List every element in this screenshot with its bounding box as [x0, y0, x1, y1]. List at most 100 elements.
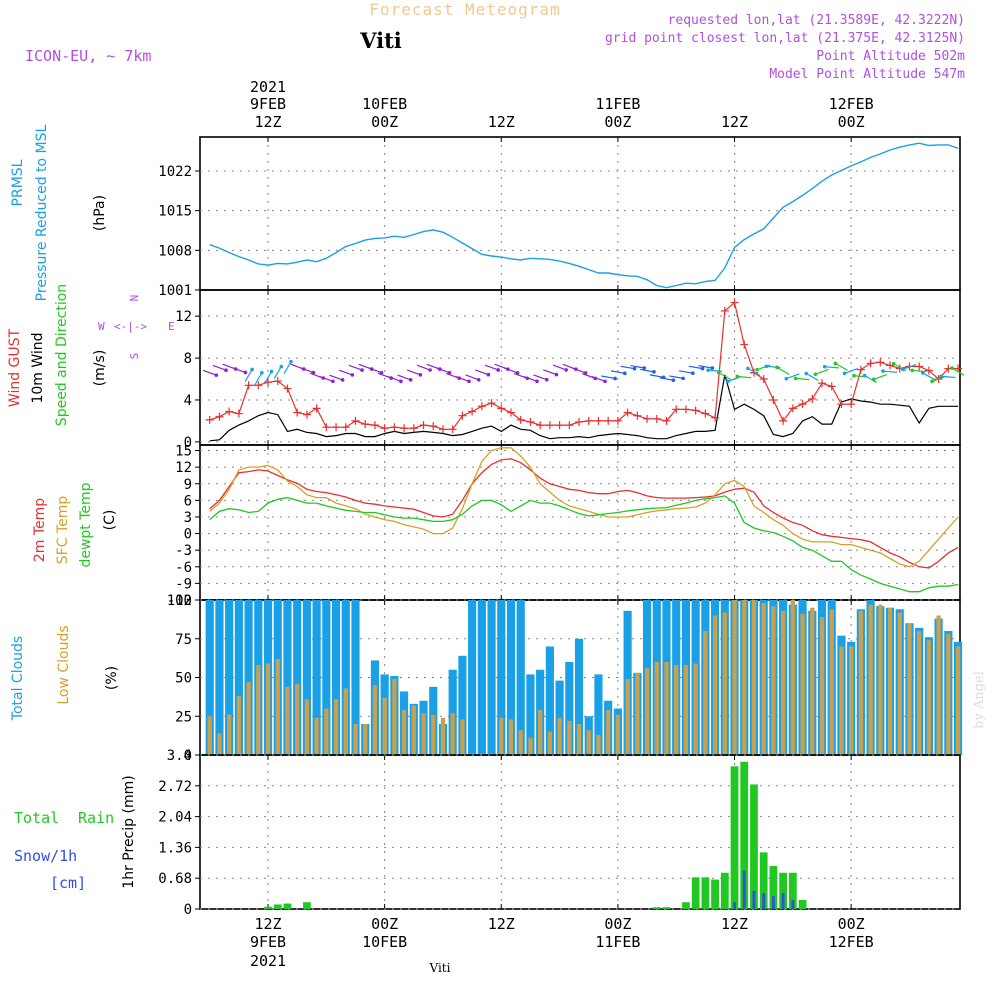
total-cloud-bar [448, 669, 457, 755]
wind-arrow-head [930, 379, 934, 384]
y-tick-label: 0 [184, 748, 192, 764]
temp-2m-label: 2m Temp [32, 498, 48, 562]
low-cloud-bar [499, 717, 504, 755]
y-tick-label: 0 [184, 902, 192, 918]
wind-direction-arrow [254, 372, 263, 386]
gust-marker [244, 381, 253, 390]
wind-arrow-head [360, 368, 364, 372]
wind-arrow-head [243, 370, 248, 375]
gust-marker [575, 417, 584, 426]
gust-marker [604, 416, 613, 425]
precip-rain-label: Rain [78, 809, 114, 827]
y-tick-label: 25 [175, 709, 192, 725]
temp-dewpt-label: dewpt Temp [78, 482, 94, 567]
wind-arrow-head [269, 369, 274, 374]
model-label: ICON-EU, ~ 7km [25, 47, 151, 65]
wind-arrow-head [583, 371, 588, 375]
gust-marker [215, 412, 224, 421]
gust-marker [487, 399, 496, 408]
rain-bar [730, 766, 739, 909]
total-clouds-label: Total Clouds [10, 636, 26, 721]
y-tick-label: 1015 [158, 204, 192, 220]
y-tick-label: -12 [167, 593, 192, 609]
wind-arrow-head [726, 379, 730, 384]
wind-direction-arrow [455, 375, 470, 382]
snow-bar [752, 890, 756, 909]
wind-direction-arrow [795, 377, 810, 381]
bottom-hour-label: 12Z [488, 915, 515, 933]
wind-arrow-head [311, 370, 316, 375]
wind-arrow-head [710, 366, 715, 370]
rain-bar [788, 872, 797, 909]
gust-marker [351, 416, 360, 425]
low-cloud-bar [538, 710, 543, 755]
bottom-date-label: 10FEB [362, 933, 407, 951]
gust-marker [254, 381, 263, 390]
top-hour-label: 12Z [254, 113, 281, 131]
panel-frame [199, 754, 961, 910]
snow-bar [742, 870, 746, 909]
rain-bar [740, 761, 749, 909]
total-cloud-bar [293, 600, 302, 755]
gust-marker [740, 340, 749, 349]
wind-arrow-head [289, 359, 293, 364]
wind-direction-arrow [543, 369, 557, 376]
wind-direction-arrow [368, 367, 382, 374]
wind-direction-arrow [640, 368, 655, 373]
wind-direction-arrow [244, 369, 253, 382]
precip-total-label: Total [14, 809, 59, 827]
wind-direction-arrow [407, 369, 421, 376]
wind-direction-arrow [264, 371, 273, 384]
gust-marker [400, 424, 409, 433]
wind-direction-arrow [329, 374, 343, 381]
low-cloud-bar [849, 646, 854, 755]
wind-arrow-head [939, 374, 944, 379]
y-tick-label: 12 [175, 309, 192, 325]
wind-direction-arrow [202, 369, 217, 376]
wind-arrow-head [476, 377, 481, 382]
wind-direction-arrow [912, 369, 927, 373]
total-cloud-bar [331, 600, 341, 755]
gust-marker [438, 425, 447, 434]
rain-bar [701, 877, 710, 909]
wind-arrow-head [746, 366, 750, 371]
wind-direction-arrow [659, 377, 674, 381]
rain-bar [652, 907, 661, 909]
total-cloud-bar [487, 600, 496, 755]
snow-bar [781, 893, 785, 909]
snow-bar [733, 902, 736, 909]
wind-arrow-head [793, 376, 798, 381]
wind-10m-label: 10m Wind [30, 332, 46, 403]
y-tick-label: 0 [184, 435, 192, 451]
precip-cm-label: [cm] [50, 874, 86, 892]
low-cloud-bar [431, 714, 436, 755]
gust-marker [701, 409, 710, 418]
compass-s: S [128, 353, 141, 360]
panel-wind: 0 4 8 12 Wind GUST 10m Wind Speed and Directio… [7, 284, 965, 451]
wind-line [209, 374, 959, 442]
gust-marker [283, 384, 292, 393]
wind-direction-arrow [776, 366, 790, 375]
gust-marker [419, 421, 428, 430]
wind-arrow-head [447, 370, 452, 375]
wind-arrow-head [467, 379, 471, 384]
gust-marker [817, 379, 826, 388]
panel-precip: 0 0.68 1.36 2.04 2.72 3.4 Total Rain Snow/1h [cm]… [14, 748, 961, 918]
wind-direction-arrow [338, 369, 353, 376]
wind-arrow-head [921, 371, 925, 375]
temp-sfc-label: SFC Temp [55, 496, 71, 565]
low-cloud-bar [411, 705, 416, 755]
y-tick-label: 3 [184, 510, 192, 526]
bottom-hour-label: 12Z [254, 915, 281, 933]
gust-marker [225, 407, 234, 416]
gust-marker [565, 421, 574, 430]
wind-direction-arrow [591, 376, 606, 382]
low-cloud-bar [372, 685, 378, 755]
low-cloud-bar [265, 663, 271, 755]
wind-arrow-head [691, 371, 695, 376]
gust-marker [643, 414, 652, 423]
y-tick-label: 50 [175, 671, 192, 687]
wind-direction-arrow [902, 363, 917, 370]
